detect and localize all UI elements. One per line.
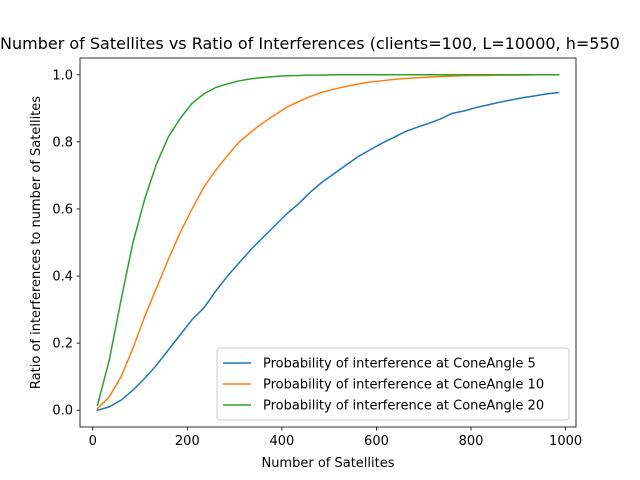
- y-axis-label: Ratio of interferences to number of Sate…: [29, 96, 44, 389]
- y-tick-label: 0.6: [52, 202, 73, 217]
- legend: Probability of interference at ConeAngle…: [216, 347, 570, 421]
- x-tick-label: 800: [459, 434, 484, 449]
- legend-box: [216, 347, 570, 421]
- y-tick-label: 0.8: [52, 135, 73, 150]
- legend-label-1: Probability of interference at ConeAngle…: [263, 378, 544, 393]
- y-tick-label: 0.4: [52, 270, 73, 285]
- x-tick-label: 600: [364, 434, 389, 449]
- x-tick-label: 200: [175, 434, 200, 449]
- x-axis-label: Number of Satellites: [261, 456, 394, 471]
- y-tick-label: 0.0: [52, 404, 73, 419]
- plot-frame: [79, 57, 577, 428]
- x-axis-ticks: 0 200 400 600 800 1000: [89, 427, 582, 449]
- y-tick-label: 0.2: [52, 337, 73, 352]
- series-line-2: [96, 74, 560, 407]
- x-tick-label: 400: [269, 434, 294, 449]
- plot-lines: [96, 74, 560, 412]
- legend-label-0: Probability of interference at ConeAngle…: [263, 357, 536, 372]
- chart-title: Number of Satellites vs Ratio of Interfe…: [0, 34, 620, 53]
- y-axis-ticks: 0.0 0.2 0.4 0.6 0.8 1.0: [52, 68, 80, 419]
- y-tick-label: 1.0: [52, 68, 73, 83]
- x-tick-label: 1000: [549, 434, 582, 449]
- series-line-0: [96, 91, 560, 412]
- x-tick-label: 0: [89, 434, 97, 449]
- legend-label-2: Probability of interference at ConeAngle…: [263, 399, 544, 414]
